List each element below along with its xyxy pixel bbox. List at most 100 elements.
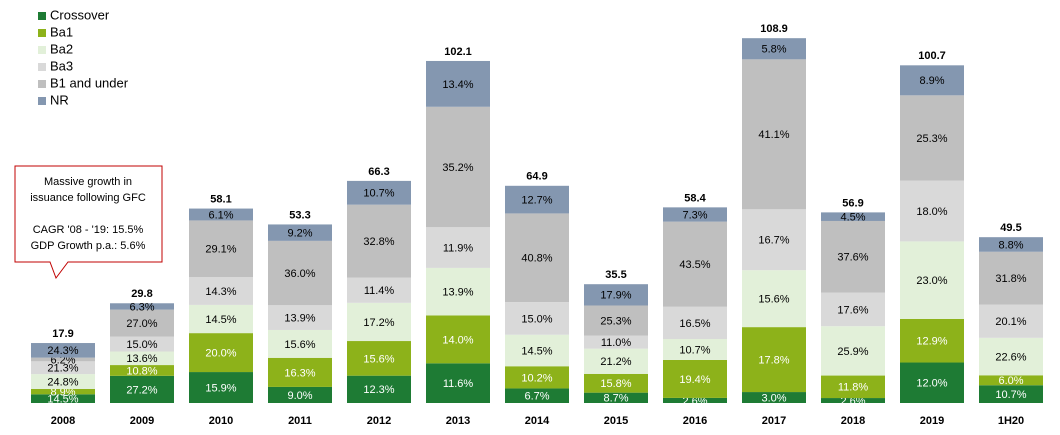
segment-label: 41.1%: [758, 129, 789, 141]
bar-segment: [31, 394, 95, 403]
legend-label: Ba2: [50, 41, 73, 56]
segment-label: 25.9%: [837, 346, 868, 358]
legend-swatch: [38, 29, 46, 37]
segment-label: 21.2%: [600, 356, 631, 368]
segment-label: 12.7%: [521, 195, 552, 207]
x-tick-label: 2019: [920, 415, 944, 427]
bar-segment: [900, 241, 964, 320]
legend-label: NR: [50, 92, 69, 107]
annotation-callout: [14, 165, 163, 280]
bar-segment: [268, 224, 332, 241]
bar-segment: [821, 212, 885, 221]
legend-label: B1 and under: [50, 75, 129, 90]
bar-segment: [31, 388, 95, 395]
segment-label: 9.0%: [287, 390, 312, 402]
segment-label: 24.8%: [47, 376, 78, 388]
x-tick-label: 2017: [762, 415, 786, 427]
segment-label: 6.3%: [129, 301, 154, 313]
segment-label: 27.2%: [126, 384, 157, 396]
segment-label: 11.8%: [838, 382, 869, 394]
segment-label: 11.9%: [443, 242, 474, 254]
bar-segment: [505, 388, 569, 403]
bar-segment: [31, 374, 95, 389]
legend-label: Crossover: [50, 7, 110, 22]
bar-segment: [979, 375, 1043, 386]
bar-segment: [663, 221, 727, 307]
bar-segment: [426, 60, 490, 107]
bar-segment: [426, 267, 490, 316]
segment-label: 8.8%: [998, 239, 1023, 251]
segment-label: 11.4%: [364, 285, 395, 297]
segment-label: 8.7%: [603, 393, 628, 405]
segment-label: 2.6%: [682, 395, 707, 407]
bar-segment: [979, 251, 1043, 305]
total-label: 35.5: [605, 269, 626, 281]
total-label: 58.1: [210, 193, 231, 205]
segment-label: 13.4%: [442, 79, 473, 91]
segment-label: 27.0%: [126, 318, 157, 330]
x-tick-label: 2013: [446, 415, 470, 427]
bar-segment: [268, 386, 332, 403]
annotation-line: Massive growth in: [44, 176, 132, 188]
bar-segment: [584, 284, 648, 306]
bar-segment: [268, 305, 332, 330]
total-label: 100.7: [918, 50, 946, 62]
total-label: 102.1: [444, 46, 472, 58]
bar-segment: [979, 337, 1043, 376]
segment-label: 17.6%: [837, 304, 868, 316]
bar-segment: [347, 204, 411, 278]
segment-label: 17.8%: [758, 354, 789, 366]
segment-label: 8.9%: [50, 387, 75, 399]
segment-label: 14.5%: [205, 314, 236, 326]
bar-segment: [663, 207, 727, 222]
total-label: 64.9: [526, 171, 547, 183]
bar-segment: [505, 185, 569, 214]
legend-swatch: [38, 46, 46, 54]
bar-segment: [189, 220, 253, 278]
segment-label: 5.8%: [761, 44, 786, 56]
bar-segment: [110, 336, 174, 352]
bar-segment: [31, 343, 95, 358]
segment-label: 14.5%: [521, 345, 552, 357]
legend-swatch: [38, 80, 46, 88]
bar-segment: [347, 180, 411, 205]
annotation-line: issuance following GFC: [30, 192, 146, 204]
bar-segment: [663, 306, 727, 340]
total-label: 56.9: [842, 197, 863, 209]
bar-segment: [900, 65, 964, 96]
bar-segment: [900, 95, 964, 181]
segment-label: 10.7%: [363, 188, 394, 200]
bar-segment: [110, 303, 174, 310]
legend-swatch: [38, 12, 46, 20]
segment-label: 15.0%: [126, 339, 157, 351]
bar-segment: [900, 362, 964, 403]
x-tick-label: 2014: [525, 415, 550, 427]
segment-label: 13.9%: [284, 312, 315, 324]
bar-segment: [189, 304, 253, 334]
x-tick-label: 2018: [841, 415, 865, 427]
bar-segment: [426, 106, 490, 228]
segment-label: 16.5%: [679, 318, 710, 330]
x-tick-label: 2008: [51, 415, 75, 427]
bar-segment: [584, 373, 648, 393]
bar-segment: [189, 208, 253, 221]
total-label: 49.5: [1000, 222, 1021, 234]
segment-label: 32.8%: [363, 236, 394, 248]
segment-label: 37.6%: [837, 252, 868, 264]
segment-label: 20.0%: [205, 347, 236, 359]
segment-label: 12.0%: [916, 378, 947, 390]
segment-label: 35.2%: [442, 162, 473, 174]
bar-segment: [821, 292, 885, 327]
segment-label: 10.8%: [126, 365, 157, 377]
segment-label: 8.9%: [919, 75, 944, 87]
legend-label: Ba1: [50, 24, 73, 39]
x-tick-label: 2015: [604, 415, 628, 427]
segment-label: 14.3%: [205, 286, 236, 298]
segment-label: 21.3%: [47, 363, 78, 375]
segment-label: 3.0%: [761, 392, 786, 404]
segment-label: 20.1%: [995, 316, 1026, 328]
bar-segment: [663, 397, 727, 403]
bar-segment: [426, 315, 490, 364]
bar-segment: [584, 305, 648, 336]
segment-label: 11.6%: [443, 378, 474, 390]
